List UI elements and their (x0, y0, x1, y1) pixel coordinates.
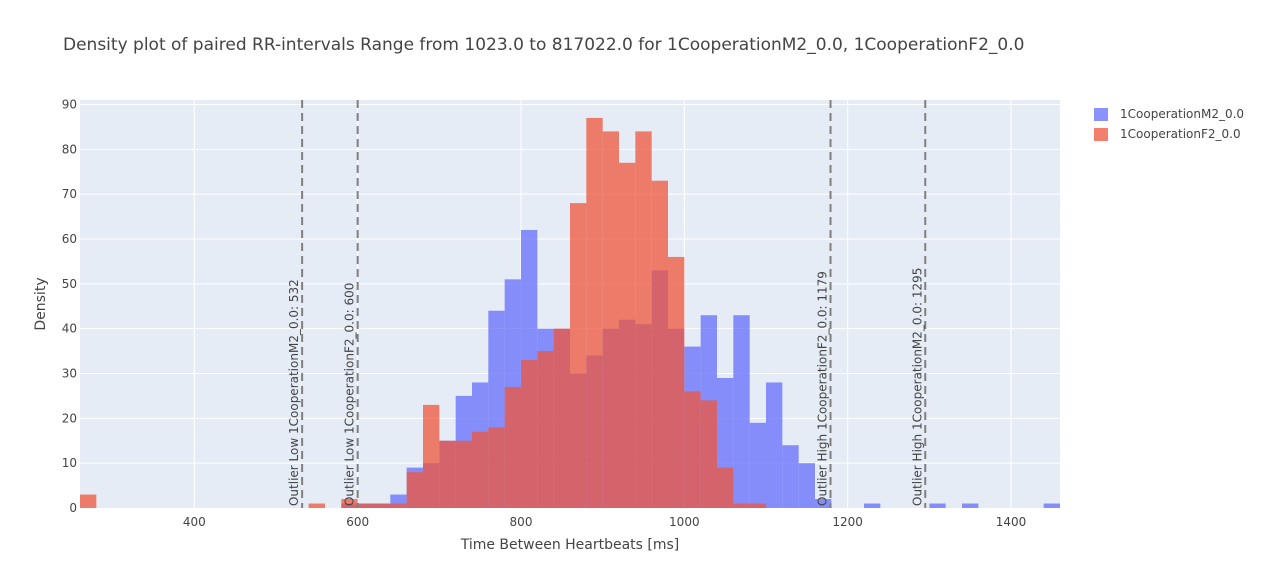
outlier-line-label: Outlier High 1CooperationF2_0.0: 1179 (816, 271, 830, 506)
chart-title: Density plot of paired RR-intervals Rang… (63, 35, 1024, 55)
bar-f2 (619, 162, 636, 508)
y-axis-title: Density (33, 277, 49, 330)
y-tick-label: 40 (62, 322, 77, 336)
bar-f2 (406, 472, 423, 508)
bar-f2 (586, 117, 603, 508)
y-tick-label: 10 (62, 456, 77, 470)
bar-f2 (521, 360, 538, 508)
x-tick-label: 1000 (669, 515, 700, 529)
bar-m2 (1043, 503, 1060, 508)
bar-f2 (455, 440, 472, 508)
x-axis-title: Time Between Heartbeats [ms] (460, 537, 680, 553)
bar-f2 (472, 431, 489, 508)
y-tick-label: 0 (69, 501, 77, 515)
outlier-line-label: Outlier High 1CooperationM2_0.0: 1295 (910, 268, 924, 506)
legend: 1CooperationM2_0.0 1CooperationF2_0.0 (1094, 107, 1244, 141)
y-tick-label: 30 (62, 366, 77, 380)
legend-label: 1CooperationF2_0.0 (1120, 127, 1241, 141)
axis-ticks: 400 600 800 1000 1200 1400 0 10 20 30 40 50 60 70 80 90 (62, 97, 1027, 529)
bar-f2 (651, 180, 668, 508)
histogram-bars (80, 117, 1060, 508)
bar-f2 (439, 440, 456, 508)
bar-f2 (749, 503, 766, 508)
bar-m2 (798, 463, 815, 508)
bar-f2 (668, 256, 685, 508)
bar-m2 (929, 503, 946, 508)
bar-f2 (570, 203, 587, 508)
bar-m2 (815, 499, 832, 508)
y-tick-label: 60 (62, 232, 77, 246)
bar-f2 (733, 503, 750, 508)
x-tick-label: 1200 (832, 515, 863, 529)
bar-f2 (684, 391, 701, 508)
outlier-lines: Outlier Low 1CooperationM2_0.0: 532 Outli… (287, 100, 927, 508)
bar-m2 (962, 503, 979, 508)
x-tick-label: 600 (346, 515, 369, 529)
legend-swatch (1094, 128, 1108, 141)
y-tick-label: 80 (62, 142, 77, 156)
bar-f2 (700, 400, 717, 508)
bar-f2 (488, 427, 505, 508)
y-tick-label: 70 (62, 187, 77, 201)
outlier-line-label: Outlier Low 1CooperationF2_0.0: 600 (343, 283, 357, 506)
x-tick-label: 800 (510, 515, 533, 529)
bar-m2 (749, 422, 766, 508)
outlier-line-label: Outlier Low 1CooperationM2_0.0: 532 (287, 279, 301, 506)
bar-m2 (864, 503, 881, 508)
bar-f2 (374, 503, 391, 508)
bar-f2 (553, 328, 570, 508)
bar-m2 (766, 382, 783, 508)
x-tick-label: 400 (183, 515, 206, 529)
bar-f2 (308, 503, 325, 508)
y-tick-label: 20 (62, 411, 77, 425)
legend-swatch (1094, 108, 1108, 121)
legend-label: 1CooperationM2_0.0 (1120, 107, 1244, 121)
bar-m2 (782, 445, 799, 508)
bar-f2 (80, 494, 97, 508)
y-tick-label: 90 (62, 97, 77, 111)
bar-f2 (390, 503, 407, 508)
bar-f2 (357, 503, 374, 508)
bar-f2 (341, 499, 358, 508)
bar-f2 (423, 404, 440, 508)
bar-f2 (537, 351, 554, 508)
bar-f2 (602, 131, 619, 508)
bar-m2 (733, 315, 750, 508)
y-tick-label: 50 (62, 277, 77, 291)
bar-f2 (635, 131, 652, 508)
bar-f2 (504, 386, 521, 508)
x-tick-label: 1400 (996, 515, 1027, 529)
bar-f2 (717, 467, 734, 508)
